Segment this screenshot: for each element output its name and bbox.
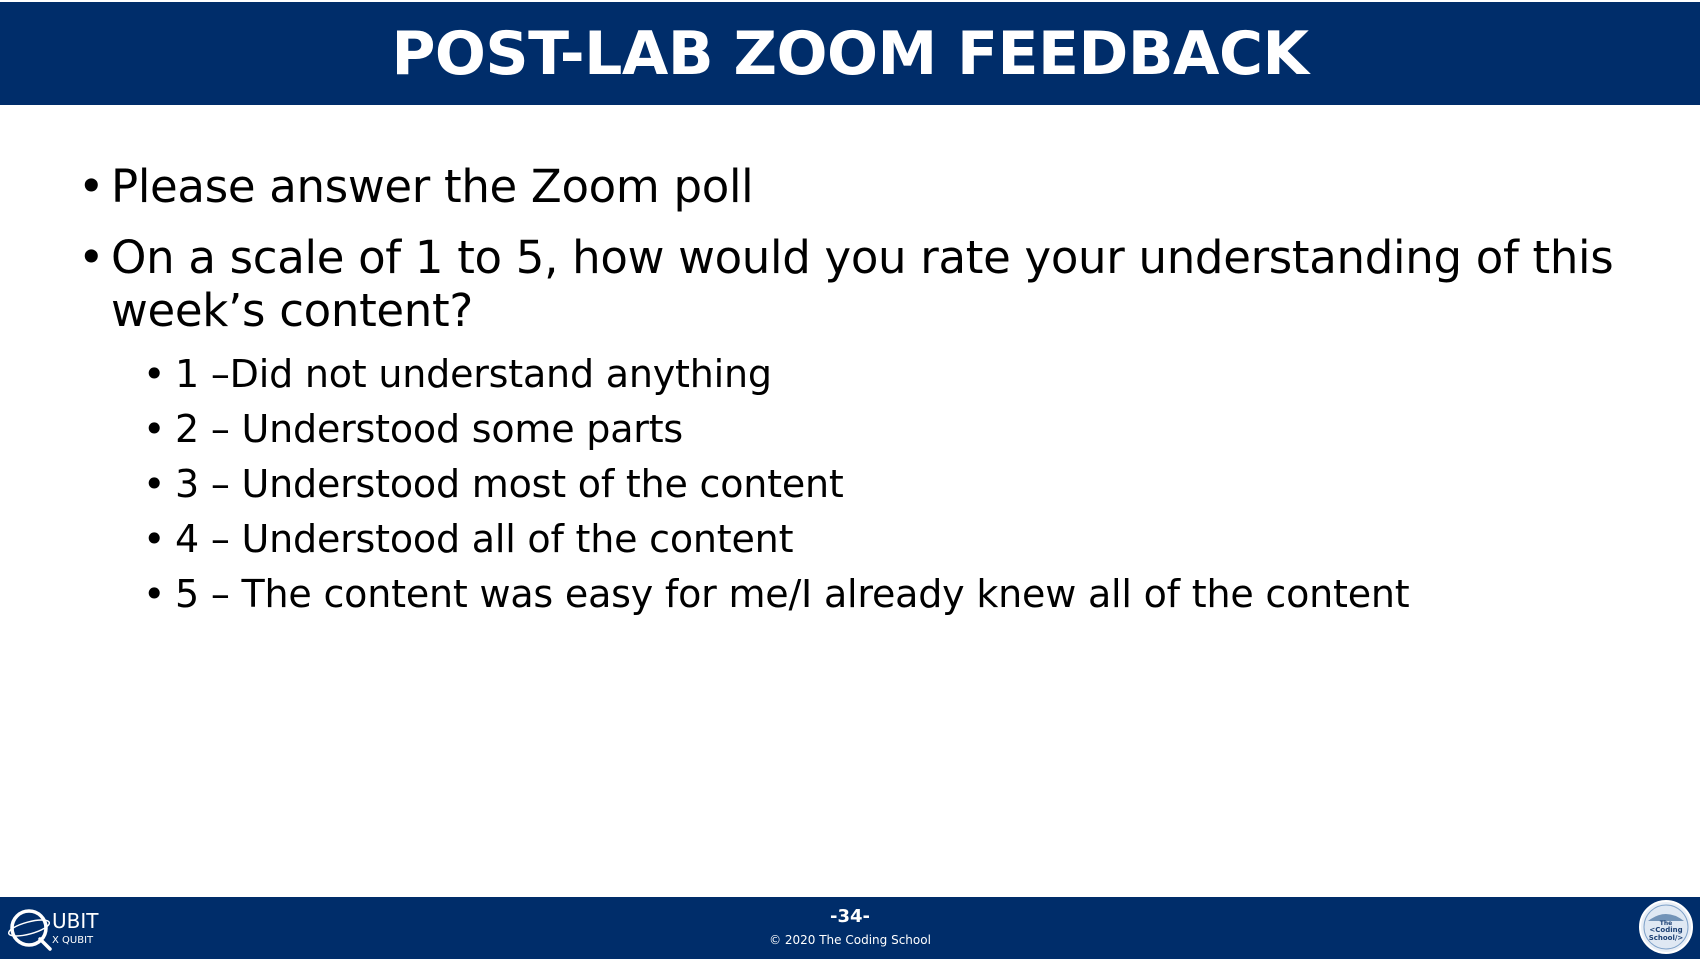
page-number: -34-	[830, 906, 870, 927]
rating-option-3: 3 – Understood most of the content	[78, 457, 1678, 512]
bullet-zoom-poll: Please answer the Zoom poll	[78, 160, 1678, 213]
x-qubit-logo-text: X QUBIT	[52, 935, 94, 946]
logo-text-school: School/>	[1649, 934, 1684, 942]
copyright-text: © 2020 The Coding School	[769, 933, 931, 947]
rating-option-5: 5 – The content was easy for me/I alread…	[78, 567, 1678, 622]
logo-text-coding: <Coding	[1649, 926, 1682, 934]
rating-option-2: 2 – Understood some parts	[78, 402, 1678, 457]
qubit-logo-text: UBIT	[52, 909, 99, 933]
rating-option-4: 4 – Understood all of the content	[78, 512, 1678, 567]
rating-option-1: 1 –Did not understand anything	[78, 347, 1678, 402]
rating-scale-list: 1 –Did not understand anything 2 – Under…	[78, 347, 1678, 622]
slide-content: Please answer the Zoom poll On a scale o…	[78, 160, 1678, 622]
logo-text-the: The	[1660, 920, 1672, 927]
coding-school-logo: The <Coding School/>	[1639, 900, 1693, 954]
qubit-x-qubit-logo: UBIT X QUBIT	[7, 909, 99, 951]
slide-title: POST-LAB ZOOM FEEDBACK	[391, 18, 1309, 89]
footer-bar: UBIT X QUBIT -34- © 2020 The Coding Scho…	[0, 897, 1700, 959]
bullet-rating-question: On a scale of 1 to 5, how would you rate…	[78, 231, 1678, 337]
title-bar: POST-LAB ZOOM FEEDBACK	[0, 2, 1700, 105]
